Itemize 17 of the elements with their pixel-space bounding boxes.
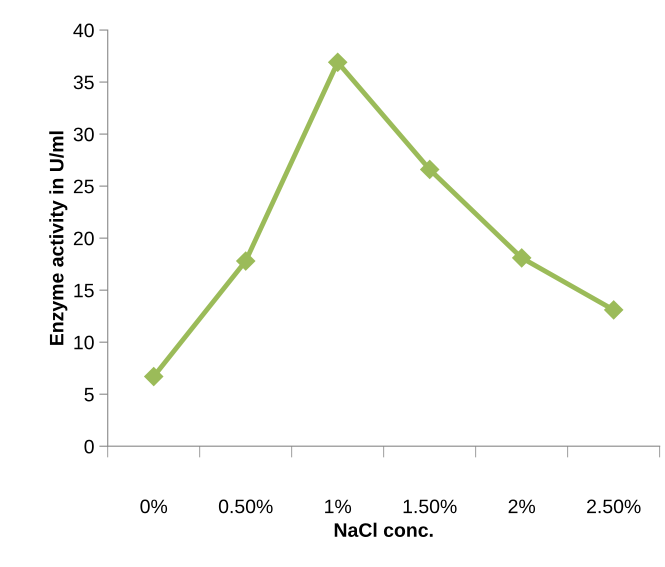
x-axis-title: NaCl conc. xyxy=(334,522,433,537)
y-tick-label: 40 xyxy=(73,24,94,38)
y-tick-label: 20 xyxy=(74,232,94,246)
y-tick-label: 10 xyxy=(74,336,94,350)
x-tick-label: 1.50% xyxy=(404,500,457,514)
x-tick-label: 0% xyxy=(140,500,168,514)
y-tick-label: 30 xyxy=(74,128,94,142)
y-tick-label: 15 xyxy=(74,284,94,298)
x-tick-label: 2% xyxy=(508,500,536,514)
y-tick-label: 5 xyxy=(84,388,94,402)
y-tick-label: 35 xyxy=(74,76,94,90)
y-tick-label: 0 xyxy=(84,440,94,454)
x-tick-label: 0.50% xyxy=(218,500,273,514)
y-tick-label: 25 xyxy=(74,180,94,194)
y-axis-title: Enzyme activity in U/ml xyxy=(49,131,68,345)
x-tick-label: 2.50% xyxy=(587,500,641,514)
x-tick-label: 1% xyxy=(325,500,352,514)
